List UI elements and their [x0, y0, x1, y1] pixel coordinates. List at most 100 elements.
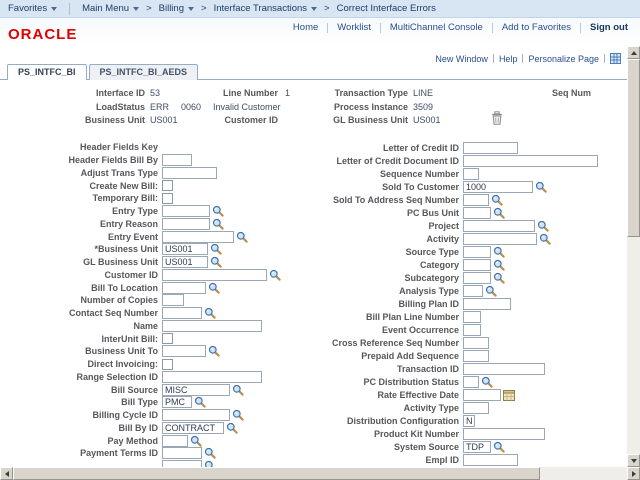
lookup-icon[interactable] [232, 409, 244, 421]
scroll-up-button[interactable] [627, 46, 640, 59]
lookup-icon[interactable] [493, 246, 505, 258]
pc-bus-unit-input[interactable] [463, 206, 491, 219]
field-input[interactable] [162, 460, 202, 467]
lookup-icon[interactable] [210, 256, 222, 268]
calendar-icon[interactable] [503, 389, 515, 401]
lookup-icon[interactable] [535, 181, 547, 193]
breadcrumb-item-correct-interface-errors[interactable]: Correct Interface Errors [337, 3, 436, 14]
project-input[interactable] [463, 219, 535, 232]
contact-seq-number-input[interactable] [162, 307, 202, 320]
activity-type-input[interactable] [463, 401, 489, 414]
new-window-link[interactable]: New Window [435, 53, 488, 64]
scroll-down-button[interactable] [627, 454, 640, 467]
direct-invoicing-checkbox[interactable] [162, 358, 173, 370]
lookup-icon[interactable] [493, 441, 505, 453]
name-input[interactable] [162, 319, 262, 332]
lookup-icon[interactable] [212, 218, 224, 230]
letter-of-credit-document-id-input[interactable] [463, 154, 598, 167]
temporary-bill-checkbox[interactable] [162, 192, 173, 204]
lookup-icon[interactable] [204, 460, 216, 467]
pay-method-input[interactable] [162, 434, 188, 447]
bill-source-input[interactable] [162, 383, 230, 396]
source-type-input[interactable] [463, 245, 491, 258]
category-input[interactable] [463, 258, 491, 271]
sequence-number-input[interactable] [463, 167, 479, 180]
pc-distribution-status-input[interactable] [463, 375, 479, 388]
prepaid-add-sequence-input[interactable] [463, 349, 489, 362]
cross-reference-seq-number-input[interactable] [463, 336, 489, 349]
entry-event-input[interactable] [162, 230, 234, 243]
header-fields-bill-by-input[interactable] [162, 154, 192, 167]
rate-effective-date-input[interactable] [463, 388, 501, 401]
subcategory-input[interactable] [463, 271, 491, 284]
entry-reason-input[interactable] [162, 217, 210, 230]
distribution-configuration-input[interactable] [463, 414, 475, 427]
business-unit-input[interactable] [162, 243, 208, 256]
home-link[interactable]: Home [292, 22, 319, 33]
lookup-icon[interactable] [210, 243, 222, 256]
bill-by-id-input[interactable] [162, 421, 224, 434]
lookup-icon[interactable] [190, 435, 202, 447]
lookup-icon[interactable] [208, 282, 220, 294]
lookup-icon[interactable] [493, 272, 505, 284]
delete-row-icon[interactable] [491, 111, 503, 125]
tab-ps-intfc-bi[interactable]: PS_INTFC_BI [7, 64, 87, 80]
product-kit-number-input[interactable] [463, 427, 545, 440]
horizontal-scrollbar[interactable] [0, 467, 640, 480]
multichannel-console-link[interactable]: MultiChannel Console [389, 22, 483, 33]
breadcrumb-item-billing[interactable]: Billing [159, 3, 194, 14]
number-of-copies-input[interactable] [162, 294, 184, 307]
copy-url-icon[interactable] [610, 53, 621, 64]
lookup-icon[interactable] [194, 396, 206, 409]
lookup-icon[interactable] [236, 231, 248, 243]
sign-out-link[interactable]: Sign out [590, 22, 628, 33]
lookup-icon[interactable] [493, 259, 505, 271]
interunit-bill-checkbox[interactable] [162, 333, 173, 345]
business-unit-to-input[interactable] [162, 345, 206, 358]
lookup-icon[interactable] [208, 345, 220, 358]
range-selection-id-input[interactable] [162, 370, 262, 383]
letter-of-credit-id-input[interactable] [463, 141, 518, 154]
tab-ps-intfc-bi-aeds[interactable]: PS_INTFC_BI_AEDS [88, 64, 199, 80]
lookup-icon[interactable] [481, 376, 493, 388]
lookup-icon[interactable] [269, 269, 281, 281]
analysis-type-input[interactable] [463, 284, 483, 297]
scroll-right-button[interactable] [627, 467, 640, 480]
adjust-trans-type-input[interactable] [162, 166, 217, 179]
activity-input[interactable] [463, 232, 537, 245]
bill-type-input[interactable] [162, 396, 192, 409]
breadcrumb-item-interface-transactions[interactable]: Interface Transactions [214, 3, 318, 14]
transaction-id-input[interactable] [463, 362, 545, 375]
lookup-icon[interactable] [226, 422, 238, 434]
payment-terms-id-input[interactable] [162, 447, 202, 460]
create-new-bill-checkbox[interactable] [162, 180, 173, 192]
customer-id-input[interactable] [162, 268, 267, 281]
breadcrumb-item-main-menu[interactable]: Main Menu [82, 3, 140, 14]
empl-id-input[interactable] [463, 453, 518, 466]
billing-plan-id-input[interactable] [463, 297, 511, 310]
billing-cycle-id-input[interactable] [162, 409, 230, 422]
favorites-menu[interactable]: Favorites [0, 3, 69, 14]
lookup-icon[interactable] [212, 205, 224, 217]
entry-type-input[interactable] [162, 205, 210, 218]
vertical-scroll-thumb[interactable] [627, 59, 640, 237]
lookup-icon[interactable] [491, 194, 503, 206]
lookup-icon[interactable] [537, 220, 549, 232]
lookup-icon[interactable] [204, 447, 216, 460]
sold-to-address-seq-number-input[interactable] [463, 193, 489, 206]
event-occurrence-input[interactable] [463, 323, 481, 336]
scroll-left-button[interactable] [0, 467, 13, 480]
worklist-link[interactable]: Worklist [337, 22, 371, 33]
vertical-scrollbar[interactable] [627, 46, 640, 467]
system-source-input[interactable] [463, 440, 491, 453]
bill-to-location-input[interactable] [162, 281, 206, 294]
bill-plan-line-number-input[interactable] [463, 310, 481, 323]
horizontal-scroll-thumb[interactable] [13, 467, 540, 480]
lookup-icon[interactable] [232, 384, 244, 396]
lookup-icon[interactable] [204, 307, 216, 319]
lookup-icon[interactable] [539, 233, 551, 245]
personalize-page-link[interactable]: Personalize Page [528, 53, 599, 64]
add-to-favorites-link[interactable]: Add to Favorites [501, 22, 571, 33]
lookup-icon[interactable] [493, 207, 505, 219]
help-link[interactable]: Help [498, 53, 518, 64]
